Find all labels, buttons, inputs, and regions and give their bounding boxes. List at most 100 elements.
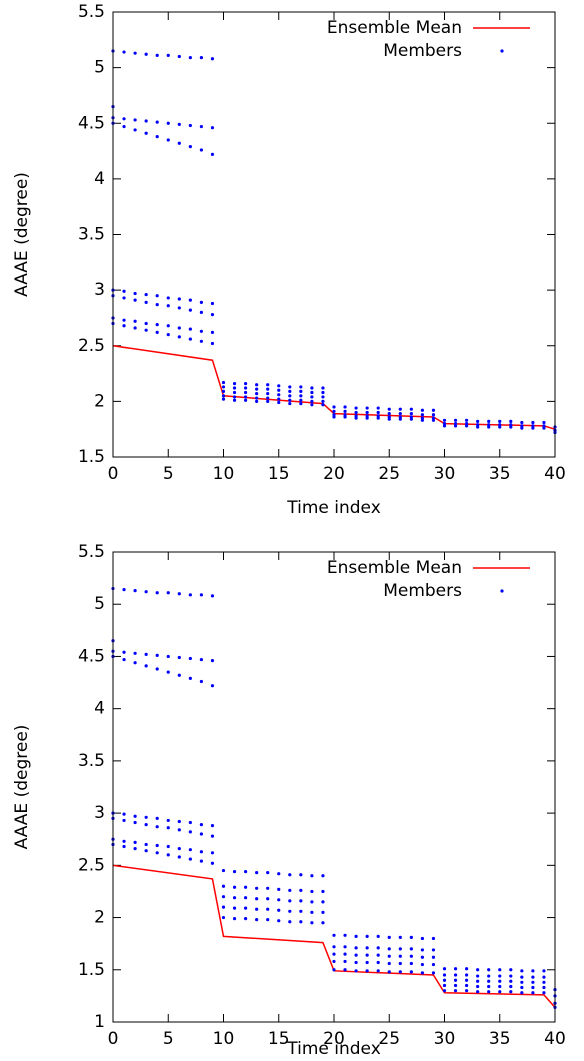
member-point	[210, 824, 215, 828]
member-point	[465, 989, 469, 993]
member-point	[376, 934, 380, 938]
member-point	[365, 414, 369, 418]
member-point	[310, 390, 314, 395]
member-point	[288, 385, 292, 389]
member-point	[310, 403, 314, 407]
member-point	[122, 318, 126, 322]
member-point	[387, 970, 391, 974]
member-point	[188, 56, 192, 60]
member-point	[177, 673, 181, 677]
member-point	[177, 141, 181, 145]
member-point	[155, 323, 159, 327]
member-point	[420, 936, 424, 941]
member-point	[232, 906, 237, 910]
member-point	[453, 973, 458, 977]
member-point	[210, 594, 215, 598]
member-point	[343, 945, 347, 949]
member-point	[487, 419, 491, 423]
member-point	[144, 652, 148, 656]
x-tick-label: 25	[378, 464, 400, 484]
member-point	[177, 847, 181, 851]
member-point	[420, 971, 424, 975]
chart: 1.5 2 2.5 3 3.5 4 4.5 5 5.5 0 5 10 15 20 25 30 35 40 Time …	[12, 2, 566, 518]
member-point	[288, 920, 292, 924]
member-point	[232, 395, 237, 399]
member-point	[299, 888, 303, 893]
member-point	[188, 298, 192, 302]
member-point	[299, 389, 303, 393]
member-point	[244, 906, 248, 910]
member-point	[166, 304, 170, 308]
member-point	[288, 389, 292, 393]
member-point	[244, 386, 248, 390]
member-point	[288, 909, 292, 913]
member-point	[210, 684, 215, 688]
member-point	[144, 300, 148, 304]
member-point	[199, 593, 203, 597]
member-point	[244, 390, 248, 395]
member-point	[155, 53, 159, 57]
y-tick-label: 5.5	[78, 2, 105, 22]
member-point	[420, 418, 424, 422]
member-point	[431, 955, 436, 959]
member-point	[122, 844, 126, 849]
member-point	[376, 953, 380, 957]
member-point	[387, 417, 391, 421]
member-point	[487, 423, 491, 427]
member-point	[266, 399, 270, 403]
member-point	[199, 679, 203, 684]
member-point	[133, 118, 137, 122]
member-point	[476, 979, 480, 983]
member-point	[133, 840, 137, 844]
member-point	[332, 409, 336, 413]
member-point	[442, 424, 447, 428]
member-point	[299, 920, 303, 924]
member-point	[166, 591, 170, 595]
member-point	[210, 330, 215, 334]
member-point	[332, 952, 336, 956]
member-point	[155, 825, 159, 829]
member-point	[310, 386, 314, 390]
member-point	[277, 400, 281, 405]
member-point	[509, 974, 513, 978]
member-point	[387, 415, 391, 419]
member-point	[177, 326, 181, 330]
member-point	[520, 420, 524, 425]
member-point	[133, 820, 137, 825]
member-point	[133, 291, 137, 296]
member-point	[155, 851, 159, 855]
member-point	[232, 917, 237, 921]
member-point	[210, 313, 215, 317]
member-point	[321, 889, 325, 894]
member-point	[465, 967, 469, 971]
member-point	[255, 871, 259, 875]
member-point	[509, 425, 513, 429]
member-point	[498, 990, 502, 994]
member-point	[155, 294, 159, 298]
member-point	[354, 953, 358, 957]
x-tick-label: 35	[489, 1029, 511, 1049]
member-point	[387, 935, 391, 940]
member-point	[210, 659, 215, 663]
member-point	[255, 907, 259, 911]
member-point	[465, 983, 469, 988]
member-point	[431, 418, 436, 422]
plot-frame	[112, 551, 556, 1023]
member-point	[343, 968, 347, 972]
member-point	[166, 818, 170, 823]
member-point	[365, 953, 369, 957]
member-point	[409, 961, 413, 966]
member-point	[188, 123, 192, 128]
member-point	[310, 395, 314, 399]
member-point	[498, 423, 502, 427]
x-tick-label: 20	[323, 464, 345, 484]
member-point	[188, 308, 192, 312]
member-point	[542, 985, 546, 990]
member-point	[509, 419, 513, 423]
member-point	[266, 391, 270, 396]
member-point	[465, 978, 469, 982]
member-point	[321, 386, 325, 390]
x-tick-label: 5	[163, 464, 174, 484]
member-point	[498, 425, 502, 429]
